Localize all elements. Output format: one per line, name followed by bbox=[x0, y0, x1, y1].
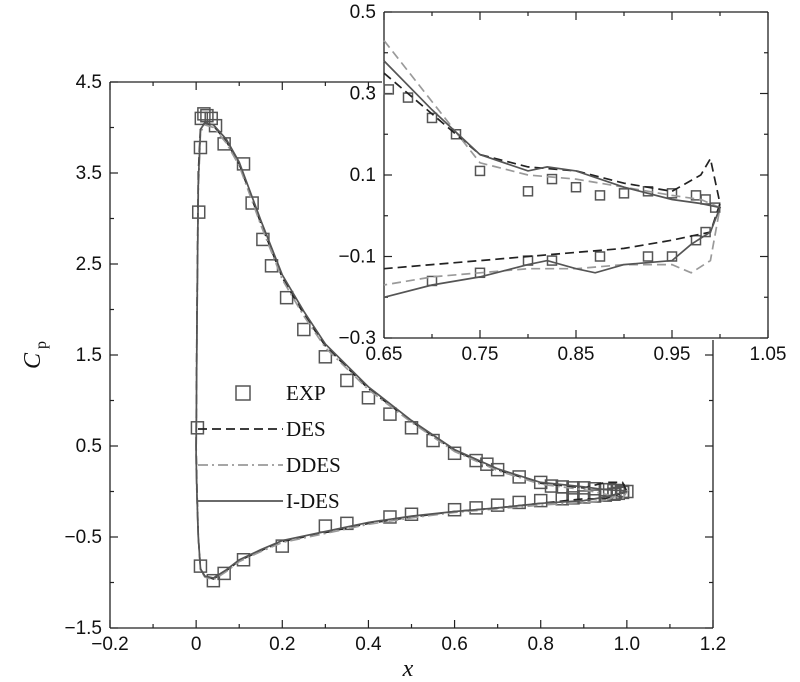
main-exp-point bbox=[190, 421, 205, 435]
inset-series-i-des bbox=[383, 60, 722, 299]
main-y-tick-label: −1.5 bbox=[64, 618, 102, 639]
main-x-tick-label: 0.4 bbox=[355, 634, 382, 655]
main-exp-point bbox=[361, 391, 376, 405]
main-axes: −0.2 0 0.2 0.4 0.6 0.8 1.0 1.2 −1.5 −0.5 0.5 1.5 2.5… bbox=[64, 72, 726, 655]
main-line-i-des bbox=[195, 122, 628, 579]
inset-x-tick-label: 0.95 bbox=[654, 344, 691, 365]
main-exp-point bbox=[447, 502, 462, 517]
main-exp-point bbox=[404, 507, 419, 521]
main-exp-point bbox=[340, 373, 354, 388]
inset-exp-point bbox=[383, 84, 395, 95]
main-x-tick-label: 1.2 bbox=[700, 634, 726, 655]
inset-line-des bbox=[383, 72, 721, 270]
main-y-tick-label: 1.5 bbox=[76, 345, 102, 366]
legend-entry-ddes: DDES bbox=[198, 453, 341, 477]
legend-label: I-DES bbox=[286, 489, 340, 513]
main-exp-point bbox=[404, 421, 419, 435]
main-exp-point bbox=[533, 493, 548, 508]
main-exp-point bbox=[490, 462, 505, 477]
inset-y-tick-label: 0.1 bbox=[350, 165, 376, 186]
main-y-tick-label: 0.5 bbox=[76, 436, 102, 457]
main-exp-point bbox=[318, 350, 333, 364]
legend-entry-exp: EXP bbox=[235, 381, 326, 405]
inset-background bbox=[382, 10, 768, 340]
inset-series-group bbox=[383, 39, 722, 299]
main-x-tick-label: −0.2 bbox=[91, 634, 129, 655]
main-exp-point bbox=[197, 107, 211, 121]
inset-exp-point bbox=[474, 165, 486, 177]
main-exp-point bbox=[512, 495, 526, 510]
inset-exp-point bbox=[570, 181, 582, 193]
main-exp-point bbox=[490, 498, 505, 512]
main-plot: −0.2 0 0.2 0.4 0.6 0.8 1.0 1.2 −1.5 −0.5 0.5 1.5 2.5… bbox=[20, 72, 726, 682]
inset-exp-point bbox=[522, 186, 534, 197]
main-exp-point bbox=[620, 484, 634, 499]
y-axis-title: Cp bbox=[20, 341, 50, 369]
inset-x-tick-label: 0.75 bbox=[462, 344, 499, 365]
main-exp-point bbox=[217, 566, 231, 581]
main-exp-point bbox=[200, 108, 214, 123]
inset-x-tick-label: 0.85 bbox=[558, 344, 595, 365]
y-axis-title-subscript: p bbox=[33, 341, 50, 349]
main-series-des bbox=[195, 122, 629, 580]
main-x-tick-label: 1.0 bbox=[614, 634, 640, 655]
y-axis-title-main: C bbox=[20, 352, 46, 369]
legend-label: DDES bbox=[286, 453, 341, 477]
main-exp-point bbox=[383, 407, 397, 421]
main-x-tick-label: 0.6 bbox=[441, 634, 467, 655]
main-exp-point bbox=[577, 490, 591, 504]
main-exp-point bbox=[340, 516, 354, 531]
main-exp-point bbox=[469, 501, 483, 515]
inset-y-tick-label: −0.1 bbox=[338, 247, 376, 268]
main-y-tick-label: 3.5 bbox=[76, 163, 102, 184]
main-exp-point bbox=[611, 486, 625, 501]
inset-exp-point bbox=[666, 188, 678, 199]
inset-x-tick-label: 1.05 bbox=[750, 344, 787, 365]
main-exp-point bbox=[236, 553, 251, 567]
main-series-group bbox=[190, 107, 634, 588]
main-exp-point bbox=[297, 322, 311, 337]
main-y-tick-label: −0.5 bbox=[64, 527, 102, 548]
main-exp-point bbox=[555, 492, 569, 506]
inset-exp-point bbox=[546, 173, 558, 185]
legend-label: DES bbox=[286, 417, 326, 441]
inset-x-tick-label: 0.65 bbox=[366, 344, 403, 365]
inset-line-i-des bbox=[383, 60, 722, 299]
inset-exp-point bbox=[594, 251, 606, 262]
main-line-des bbox=[195, 122, 629, 580]
inset-plot: 0.65 0.75 0.85 0.95 1.05 −0.3 −0.1 0.1 0.3 0.5 bbox=[338, 2, 786, 365]
main-y-tick-label: 2.5 bbox=[76, 254, 102, 275]
inset-y-tick-label: 0.3 bbox=[350, 84, 376, 105]
inset-exp-point bbox=[450, 129, 462, 140]
main-exp-point bbox=[383, 510, 397, 524]
main-x-tick-label: 0 bbox=[191, 634, 202, 655]
main-series-i-des bbox=[195, 122, 628, 579]
main-exp-point bbox=[544, 479, 559, 493]
legend-label: EXP bbox=[286, 381, 326, 405]
svg-text:Cp: Cp bbox=[20, 341, 50, 369]
main-exp-point bbox=[206, 573, 221, 588]
main-exp-point bbox=[236, 157, 251, 171]
legend: EXP DES DDES I-DES bbox=[198, 381, 341, 513]
x-axis-title: x bbox=[402, 656, 414, 682]
inset-line-ddes bbox=[383, 39, 721, 286]
main-x-tick-label: 0.2 bbox=[269, 634, 295, 655]
main-exp-point bbox=[279, 290, 294, 305]
main-exp-point bbox=[469, 453, 483, 468]
inset-axes: 0.65 0.75 0.85 0.95 1.05 −0.3 −0.1 0.1 0.3 0.5 bbox=[338, 2, 786, 365]
inset-series-des bbox=[383, 72, 721, 270]
legend-entry-i-des: I-DES bbox=[198, 489, 340, 513]
inset-exp-point bbox=[594, 190, 606, 201]
inset-series-ddes bbox=[383, 39, 721, 286]
inset-y-tick-label: 0.5 bbox=[350, 2, 376, 23]
main-x-tick-label: 0.8 bbox=[528, 634, 554, 655]
legend-entry-des: DES bbox=[198, 417, 326, 441]
main-exp-point bbox=[447, 446, 462, 461]
legend-swatch bbox=[235, 385, 251, 401]
inset-exp-point bbox=[618, 188, 630, 199]
inset-exp-point bbox=[642, 251, 654, 262]
inset-y-tick-label: −0.3 bbox=[338, 328, 376, 349]
main-y-tick-label: 4.5 bbox=[76, 72, 102, 93]
